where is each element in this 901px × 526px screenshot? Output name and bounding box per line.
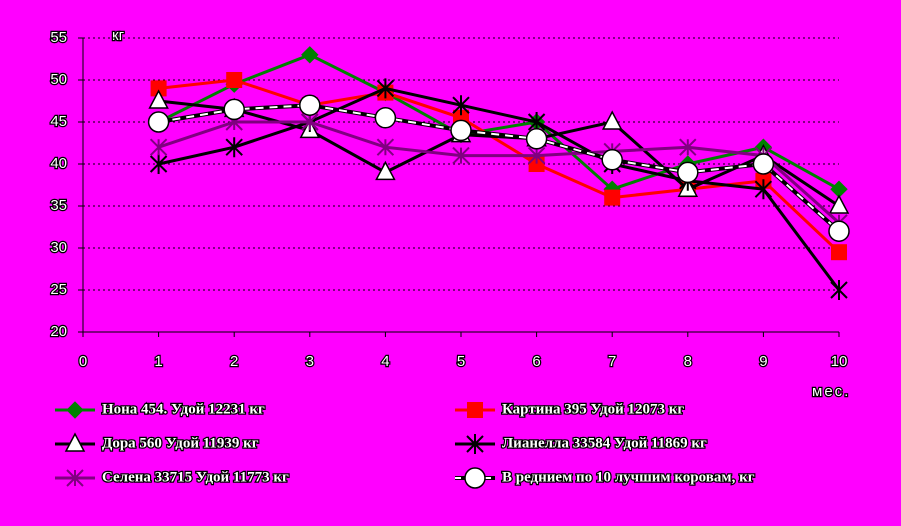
marker — [452, 146, 470, 165]
y-tick-label: 45 — [50, 113, 67, 130]
marker — [466, 434, 484, 454]
legend-label: В реднием по 10 лучшим коровам, кг — [502, 469, 755, 485]
marker — [149, 154, 168, 174]
y-tick-label: 40 — [50, 155, 67, 172]
x-tick-label: 6 — [532, 353, 540, 370]
marker — [149, 138, 168, 156]
marker — [464, 467, 486, 489]
marker — [374, 107, 397, 129]
y-tick-label: 20 — [50, 323, 67, 340]
x-tick-label: 7 — [608, 353, 616, 370]
x-tick-label: 8 — [684, 353, 692, 370]
marker — [828, 194, 850, 214]
marker — [601, 149, 623, 171]
legend-label: Картина 395 Удой 12073 кг — [502, 401, 684, 417]
marker — [831, 244, 847, 261]
marker — [375, 160, 396, 181]
legend-label: Лианелла 33584 Удой 11869 кг — [502, 435, 707, 451]
marker — [828, 220, 850, 242]
marker — [527, 146, 546, 165]
marker — [301, 46, 319, 64]
marker — [148, 89, 169, 109]
marker — [150, 80, 167, 97]
legend-label: Селена 33715 Удой 11773 кг — [102, 469, 289, 485]
marker — [677, 161, 699, 184]
y-axis-title: кг — [112, 27, 125, 44]
marker — [66, 401, 84, 419]
series-line — [158, 86, 841, 291]
y-tick-label: 30 — [50, 239, 67, 256]
marker — [452, 95, 470, 116]
y-tick-label: 50 — [50, 71, 67, 88]
marker — [299, 94, 321, 116]
series-line — [158, 104, 840, 232]
x-tick-label: 5 — [457, 353, 465, 370]
legend-label: Нона 454. Удой 12231 кг — [102, 401, 265, 417]
x-tick-label: 3 — [306, 353, 314, 370]
series-line — [158, 99, 840, 208]
x-tick-label: 4 — [381, 353, 389, 370]
marker — [226, 72, 243, 88]
marker — [225, 137, 243, 158]
marker — [376, 78, 395, 99]
legend-label: Дора 560 Удой 11939 кг — [102, 435, 259, 451]
x-tick-label: 0 — [79, 353, 87, 370]
marker — [525, 128, 548, 150]
x-tick-label: 9 — [759, 353, 767, 370]
x-tick-label: 10 — [831, 353, 848, 370]
marker — [64, 432, 86, 452]
x-axis-title: мес. — [812, 383, 850, 400]
marker — [467, 402, 483, 418]
marker — [752, 153, 775, 175]
series-line — [157, 53, 840, 191]
series-line — [158, 120, 840, 224]
marker — [604, 189, 621, 206]
x-tick-label: 2 — [230, 353, 238, 370]
y-tick-label: 55 — [50, 29, 67, 46]
marker — [376, 138, 395, 156]
x-tick-label: 1 — [154, 353, 162, 370]
marker — [830, 280, 848, 300]
marker — [301, 113, 319, 131]
marker — [679, 138, 697, 156]
marker — [601, 110, 623, 130]
marker — [223, 98, 245, 121]
marker — [147, 111, 170, 133]
marker — [754, 179, 773, 200]
y-tick-label: 25 — [50, 281, 67, 298]
marker — [66, 469, 84, 487]
y-tick-label: 35 — [50, 197, 67, 214]
marker — [450, 119, 472, 142]
